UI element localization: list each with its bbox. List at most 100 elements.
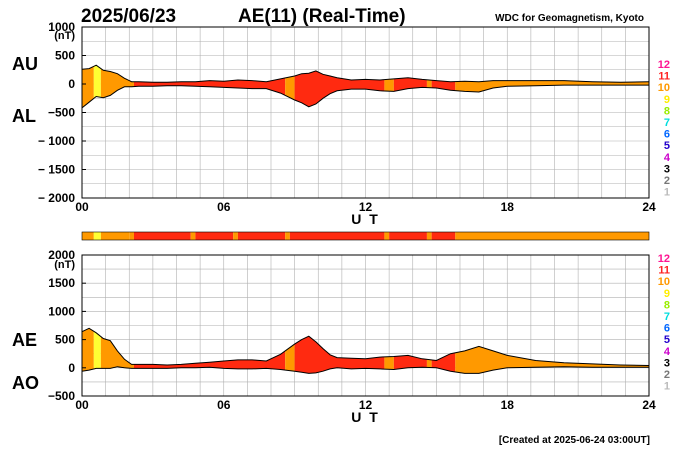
bottom-series-label-ao: AO	[12, 373, 39, 393]
data-source: WDC for Geomagnetism, Kyoto	[495, 13, 644, 24]
bottom-legend-level-12: 12	[658, 253, 670, 265]
bottom-legend-level-5: 5	[664, 334, 670, 346]
top-legend-level-11: 11	[658, 71, 670, 83]
top-x-axis-label: U T	[351, 211, 380, 227]
activity-bar-segment	[431, 232, 456, 240]
top-activity-fill	[93, 65, 101, 99]
bottom-activity-fill	[93, 331, 101, 369]
top-legend-level-8: 8	[664, 105, 670, 117]
bottom-x-tick-label: 12	[359, 398, 373, 412]
top-y-tick-label: − 2000	[38, 191, 75, 205]
top-y-tick-label: − 1500	[38, 163, 75, 177]
top-y-tick-label: 1000	[48, 20, 75, 34]
activity-bar-segment	[133, 232, 191, 240]
top-x-tick-label: 24	[642, 200, 656, 214]
top-y-tick-label: 500	[55, 49, 75, 63]
bottom-y-tick-label: 0	[68, 361, 75, 375]
bottom-legend-level-6: 6	[664, 323, 670, 335]
bottom-x-tick-label: 18	[501, 398, 515, 412]
bottom-x-axis-label: U T	[351, 409, 380, 425]
bottom-activity-fill	[384, 356, 394, 370]
top-x-tick-label: 18	[501, 200, 515, 214]
top-legend-level-3: 3	[664, 163, 670, 175]
bottom-activity-fill	[426, 359, 432, 368]
bottom-activity-fill	[82, 328, 94, 372]
top-legend-level-10: 10	[658, 82, 670, 94]
top-legend-level-5: 5	[664, 140, 670, 152]
top-y-tick-label: 0	[68, 77, 75, 91]
bottom-x-tick-label: 24	[642, 398, 656, 412]
chart-title: AE(11) (Real-Time)	[238, 6, 406, 27]
bottom-legend-level-2: 2	[664, 369, 670, 381]
activity-bar-segment	[82, 232, 94, 240]
bottom-plot-frame	[81, 254, 650, 397]
top-series-label-al: AL	[12, 106, 36, 126]
top-x-tick-label: 06	[217, 200, 231, 214]
activity-bar-segment	[384, 232, 390, 240]
bottom-series-line-ao	[81, 366, 649, 374]
activity-bar-segment	[426, 232, 432, 240]
top-activity-fill	[455, 80, 649, 92]
top-legend-level-4: 4	[664, 152, 671, 164]
bottom-legend-level-4: 4	[664, 346, 671, 358]
bottom-activity-fill	[285, 344, 295, 372]
activity-bar-segment	[285, 232, 290, 240]
top-legend-level-1: 1	[664, 187, 670, 199]
top-x-tick-label: 00	[75, 200, 89, 214]
bottom-y-tick-label: 2000	[48, 248, 75, 262]
bottom-legend-level-10: 10	[658, 276, 670, 288]
bottom-legend-level-3: 3	[664, 357, 670, 369]
top-activity-fill	[393, 77, 427, 92]
bottom-legend-level-11: 11	[658, 265, 670, 277]
bottom-activity-fill	[294, 336, 385, 374]
activity-bar-segment	[190, 232, 196, 240]
chart-date: 2025/06/23	[81, 6, 176, 27]
top-legend-level-7: 7	[664, 117, 670, 129]
activity-bar-segment	[93, 232, 101, 240]
top-legend-level-6: 6	[664, 129, 670, 141]
top-series-line-al	[81, 84, 649, 109]
activity-bar-segment	[129, 232, 134, 240]
activity-bar-segment	[237, 232, 286, 240]
top-legend-level-2: 2	[664, 175, 670, 187]
bottom-activity-fill	[431, 352, 456, 372]
activity-bar-segment	[233, 232, 238, 240]
top-legend-level-12: 12	[658, 59, 670, 71]
top-y-tick-label: −500	[48, 106, 75, 120]
bottom-legend-level-9: 9	[664, 288, 670, 300]
bottom-legend-level-1: 1	[664, 381, 670, 393]
bottom-legend-level-7: 7	[664, 311, 670, 323]
bottom-y-unit: (nT)	[54, 259, 75, 271]
activity-bar-segment	[289, 232, 385, 240]
created-timestamp: [Created at 2025-06-24 03:00UT]	[499, 435, 650, 446]
top-legend-level-9: 9	[664, 94, 670, 106]
activity-bar-segment	[389, 232, 427, 240]
top-y-unit: (nT)	[54, 30, 75, 42]
bottom-x-tick-label: 00	[75, 398, 89, 412]
bottom-y-tick-label: −500	[48, 389, 75, 403]
bottom-activity-fill	[455, 346, 649, 374]
bottom-x-tick-label: 06	[217, 398, 231, 412]
top-x-tick-label: 12	[359, 200, 373, 214]
top-activity-fill	[82, 66, 94, 108]
top-series-label-au: AU	[12, 54, 38, 74]
activity-bar-frame	[81, 231, 650, 241]
bottom-y-tick-label: 1000	[48, 304, 75, 318]
bottom-series-label-ae: AE	[12, 330, 37, 350]
bottom-y-tick-label: 1500	[48, 276, 75, 290]
activity-bar-segment	[455, 232, 649, 240]
top-series-line-au	[81, 64, 650, 83]
bottom-activity-fill	[393, 355, 427, 370]
activity-bar-segment	[100, 232, 130, 240]
bottom-y-tick-label: 500	[55, 333, 75, 347]
top-activity-fill	[384, 78, 394, 92]
activity-bar-segment	[195, 232, 234, 240]
top-activity-fill	[100, 68, 134, 98]
bottom-series-line-ae	[81, 327, 650, 366]
top-activity-fill	[285, 75, 295, 101]
top-y-tick-label: − 1000	[38, 134, 75, 148]
bottom-legend-level-8: 8	[664, 299, 670, 311]
top-activity-fill	[426, 79, 432, 88]
